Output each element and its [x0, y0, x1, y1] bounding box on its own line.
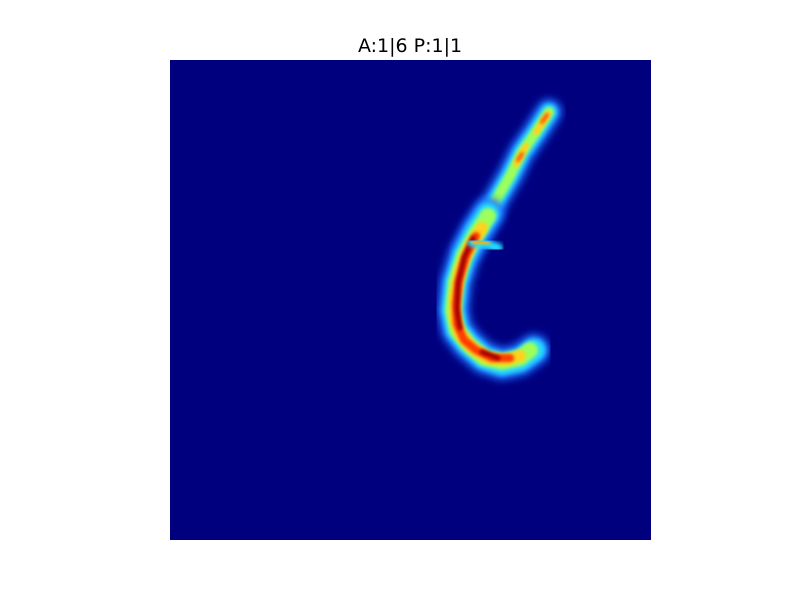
- heatmap-stroke-lower: [437, 198, 550, 380]
- heatmap-background: [170, 60, 651, 540]
- figure-title: A:1|6 P:1|1: [357, 35, 463, 57]
- heatmap-svg: [170, 60, 651, 540]
- heatmap-image: [170, 60, 651, 540]
